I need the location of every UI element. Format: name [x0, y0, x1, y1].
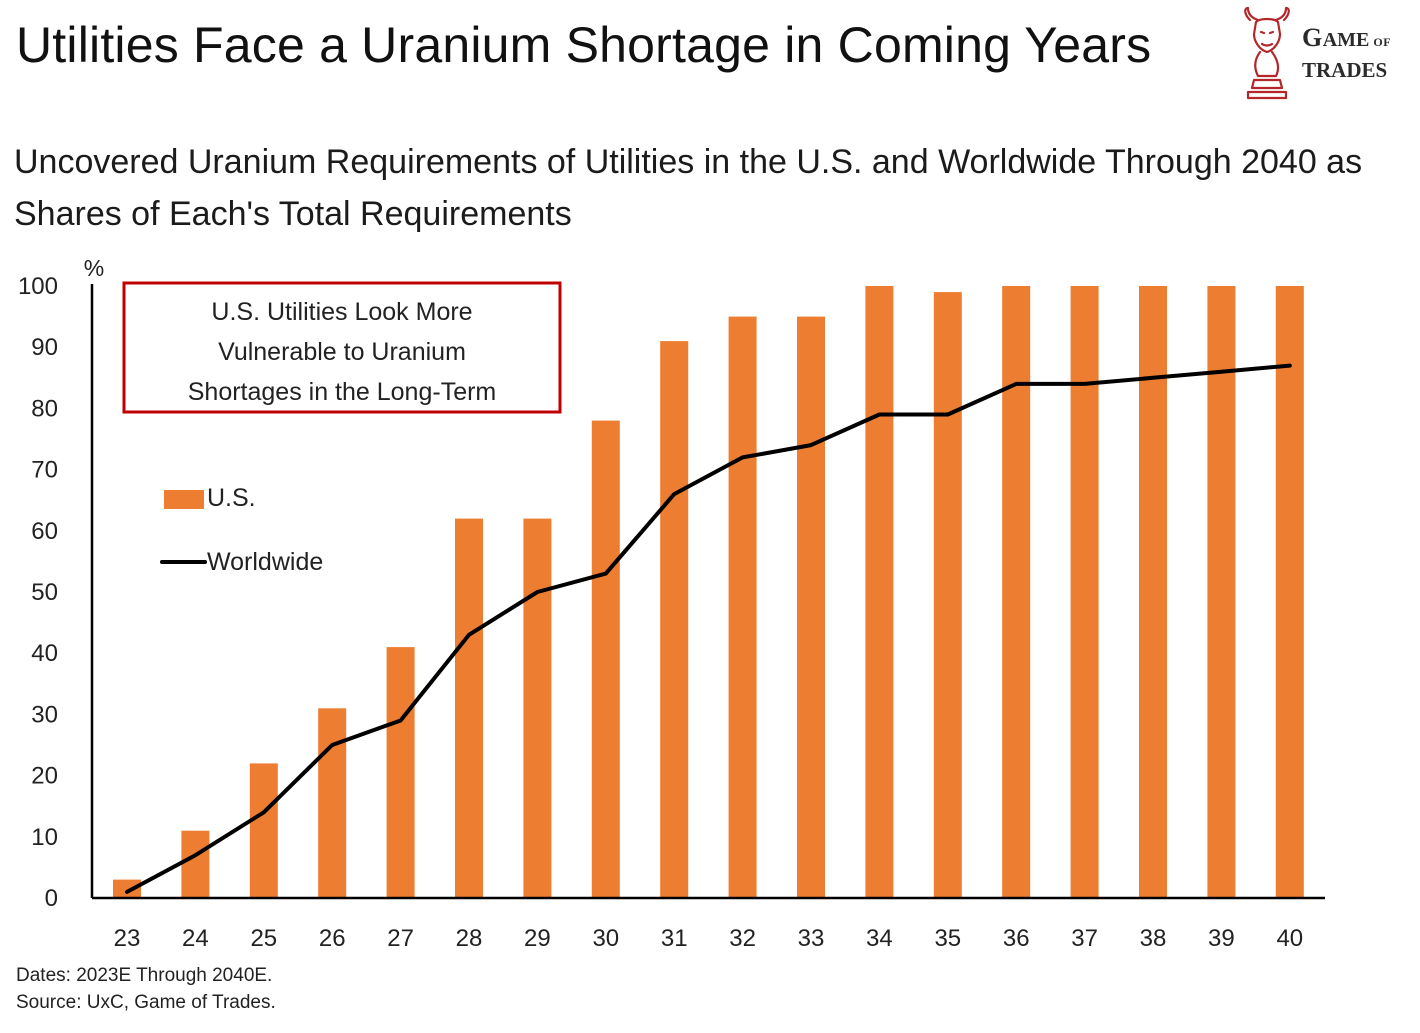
annotation-line-2: Vulnerable to Uranium: [218, 338, 466, 366]
y-tick-label-60: 60: [31, 518, 58, 545]
chart-subtitle: Uncovered Uranium Requirements of Utilit…: [14, 143, 1363, 233]
x-tick-label-28: 28: [456, 925, 483, 952]
x-tick-label-29: 29: [524, 925, 551, 952]
us-bar-27: [386, 647, 415, 898]
legend-swatch-us: [164, 490, 204, 509]
logo-trades: TRADES: [1302, 58, 1388, 82]
us-bar-34: [865, 286, 894, 898]
us-bar-24: [181, 830, 210, 898]
x-tick-label-27: 27: [387, 925, 414, 952]
y-tick-label-80: 80: [31, 395, 58, 422]
us-bar-30: [591, 420, 620, 898]
chart-legend: U.S. Worldwide: [160, 484, 323, 576]
x-tick-label-24: 24: [182, 925, 209, 952]
logo-g: G: [1302, 23, 1323, 52]
us-bar-35: [933, 292, 962, 899]
legend-label-us: U.S.: [207, 484, 256, 512]
footer-dates: Dates: 2023E Through 2040E.: [16, 965, 273, 986]
logo-wordmark: GAME OF TRADES: [1302, 24, 1391, 84]
legend-label-worldwide: Worldwide: [207, 548, 323, 576]
us-bar-23: [113, 879, 141, 898]
us-bar-26: [318, 708, 347, 898]
x-tick-label-32: 32: [729, 925, 756, 952]
y-tick-label-20: 20: [31, 763, 58, 790]
x-tick-label-23: 23: [114, 925, 141, 952]
annotation-line-1: U.S. Utilities Look More: [211, 298, 472, 326]
axis-tick-labels: 0 10 20 30 40 50 60 70 80 90 100 23 24 25 26 27 28 29 30 31…: [18, 273, 1303, 952]
y-tick-label-100: 100: [18, 273, 58, 300]
x-tick-label-39: 39: [1208, 925, 1235, 952]
x-tick-label-33: 33: [798, 925, 825, 952]
us-bar-36: [1002, 286, 1031, 898]
y-tick-label-90: 90: [31, 334, 58, 361]
us-bar-39: [1207, 286, 1236, 898]
us-bar-28: [455, 518, 483, 898]
us-bar-37: [1070, 286, 1099, 898]
us-bar-40: [1275, 286, 1304, 898]
x-tick-label-34: 34: [866, 925, 893, 952]
game-of-trades-logo: GAME OF TRADES: [1236, 6, 1414, 102]
x-tick-label-37: 37: [1071, 925, 1098, 952]
x-tick-label-36: 36: [1003, 925, 1030, 952]
x-tick-label-25: 25: [250, 925, 277, 952]
chart-axes: [90, 284, 1325, 900]
bull-chess-knight-icon: [1244, 6, 1290, 100]
us-bar-25: [249, 763, 278, 898]
us-bar-38: [1139, 286, 1167, 898]
y-tick-label-70: 70: [31, 457, 58, 484]
us-bar-29: [523, 518, 552, 898]
x-tick-label-38: 38: [1140, 925, 1167, 952]
y-tick-label-30: 30: [31, 701, 58, 728]
worldwide-line-layer: [125, 363, 1292, 894]
y-tick-label-50: 50: [31, 579, 58, 606]
annotation-line-3: Shortages in the Long-Term: [188, 378, 497, 406]
x-tick-label-40: 40: [1276, 925, 1303, 952]
uranium-chart: % 0 10 20 30 40 50 60 70 80 90 100 23 24 25 26 27 28 29 30…: [18, 255, 1325, 952]
x-tick-label-31: 31: [661, 925, 688, 952]
logo-of: OF: [1373, 35, 1392, 49]
chart-title: Utilities Face a Uranium Shortage in Com…: [16, 17, 1152, 73]
x-tick-label-35: 35: [934, 925, 961, 952]
annotation-box: U.S. Utilities Look More Vulnerable to Ur…: [122, 281, 562, 414]
footer-source: Source: UxC, Game of Trades.: [16, 992, 276, 1013]
us-bar-33: [797, 316, 825, 899]
y-tick-label-40: 40: [31, 640, 58, 667]
x-tick-label-26: 26: [319, 925, 346, 952]
x-tick-label-30: 30: [592, 925, 619, 952]
us-bar-32: [728, 316, 757, 899]
y-tick-label-10: 10: [31, 824, 58, 851]
logo-ame: AME: [1322, 29, 1370, 51]
y-tick-label-0: 0: [45, 885, 58, 912]
y-axis-unit-label: %: [84, 255, 104, 281]
worldwide-line: [125, 363, 1292, 894]
annotation-border: [122, 281, 562, 414]
us-bar-31: [660, 341, 689, 899]
chart-footer: Dates: 2023E Through 2040E. Source: UxC,…: [16, 962, 276, 1016]
